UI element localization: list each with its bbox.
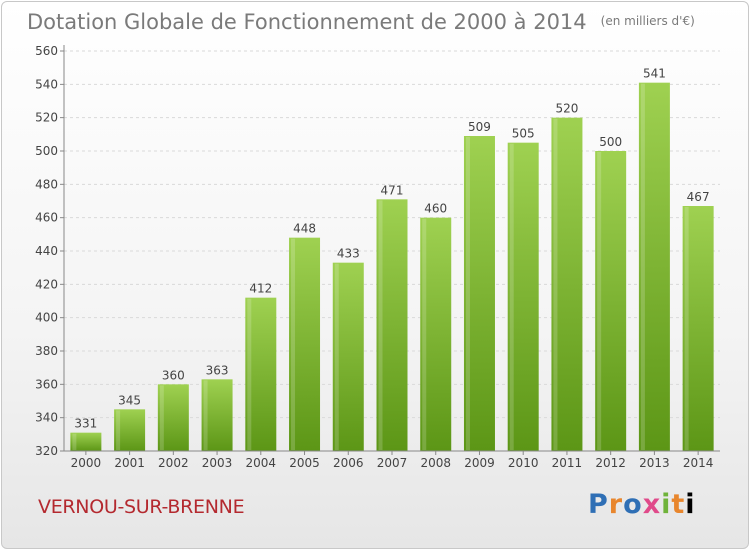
proxiti-logo: Proxiti (588, 489, 696, 520)
bar-2000 (70, 432, 102, 451)
y-tick-label: 340 (35, 411, 58, 425)
bar-2007 (376, 199, 408, 451)
bar-2004 (245, 297, 277, 451)
data-label: 471 (381, 183, 404, 197)
bar-highlight (378, 200, 383, 450)
bar-highlight (597, 152, 602, 450)
bar-highlight (684, 207, 689, 450)
chart-unit: (en milliers d'€) (600, 14, 695, 28)
y-tick-label: 500 (35, 144, 58, 158)
data-label: 467 (687, 190, 710, 204)
x-tick-label: 2014 (683, 456, 714, 470)
bar-2010 (507, 142, 539, 451)
y-tick-label: 400 (35, 311, 58, 325)
bar-highlight (72, 433, 77, 450)
x-tick-label: 2013 (639, 456, 670, 470)
data-label: 460 (424, 202, 447, 216)
x-tick-label: 2010 (508, 456, 539, 470)
y-tick-label: 380 (35, 344, 58, 358)
bars: 331 345 360 363 412 448 433 471 460 509 505 520 500 5… (70, 67, 714, 452)
x-tick-label: 2006 (333, 456, 364, 470)
bar-highlight (116, 410, 121, 450)
data-label: 363 (206, 363, 229, 377)
x-tick-label: 2012 (595, 456, 626, 470)
bar-2005 (289, 237, 321, 451)
bar-highlight (291, 238, 296, 450)
data-label: 345 (118, 393, 141, 407)
bar-2006 (332, 262, 364, 451)
bar-2011 (551, 117, 583, 452)
bar-highlight (422, 218, 427, 450)
bar-2012 (595, 151, 627, 451)
bar-highlight (509, 143, 514, 450)
x-tick-label: 2008 (420, 456, 451, 470)
data-label: 541 (643, 67, 666, 81)
y-tick-label: 360 (35, 377, 58, 391)
x-tick-label: 2011 (552, 456, 583, 470)
bar-2014 (682, 206, 714, 451)
y-tick-label: 460 (35, 211, 58, 225)
data-label: 433 (337, 247, 360, 261)
bar-highlight (159, 385, 164, 450)
chart-title: Dotation Globale de Fonctionnement de 20… (27, 10, 695, 34)
bar-2003 (201, 379, 233, 451)
bar-2002 (157, 384, 189, 451)
x-tick-label: 2009 (464, 456, 495, 470)
x-tick-label: 2000 (71, 456, 102, 470)
x-tick-label: 2001 (114, 456, 145, 470)
data-label: 500 (599, 135, 622, 149)
data-label: 509 (468, 120, 491, 134)
data-label: 412 (249, 282, 272, 296)
x-tick-label: 2007 (377, 456, 408, 470)
bar-highlight (553, 118, 558, 451)
data-label: 520 (555, 102, 578, 116)
bar-highlight (640, 83, 645, 451)
bar-highlight (334, 263, 339, 450)
y-tick-label: 440 (35, 244, 58, 258)
y-tick-label: 480 (35, 177, 58, 191)
y-tick-label: 420 (35, 277, 58, 291)
data-label: 360 (162, 368, 185, 382)
data-label: 448 (293, 222, 316, 236)
y-tick-label: 320 (35, 444, 58, 458)
data-label: 505 (512, 127, 535, 141)
bar-2013 (638, 82, 670, 452)
bar-highlight (247, 298, 252, 450)
chart-title-text: Dotation Globale de Fonctionnement de 20… (27, 10, 587, 34)
y-tick-label: 540 (35, 77, 58, 91)
bar-highlight (203, 380, 208, 450)
city-name: VERNOU-SUR-BRENNE (38, 496, 245, 518)
data-label: 331 (74, 417, 97, 431)
x-tick-label: 2004 (246, 456, 277, 470)
x-tick-label: 2002 (158, 456, 189, 470)
axes: 320 340 360 380 400 420 440 460 480 500 520 540 560 2… (35, 44, 720, 470)
bar-2008 (420, 217, 452, 451)
x-tick-label: 2003 (202, 456, 233, 470)
bar-2001 (114, 409, 146, 451)
bar-highlight (465, 137, 470, 450)
y-tick-label: 560 (35, 44, 58, 58)
x-tick-label: 2005 (289, 456, 320, 470)
y-tick-label: 520 (35, 111, 58, 125)
bar-2009 (463, 136, 495, 451)
